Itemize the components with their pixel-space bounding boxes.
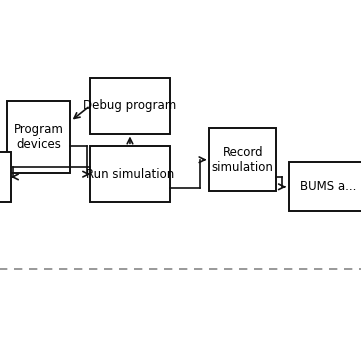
Bar <box>289 162 361 211</box>
Text: Run simulation: Run simulation <box>86 168 174 181</box>
Bar <box>7 101 70 173</box>
Text: Debug program: Debug program <box>83 99 177 112</box>
Bar <box>0 152 11 202</box>
Text: BUMS a...: BUMS a... <box>300 180 357 193</box>
Bar <box>90 146 170 202</box>
Bar <box>209 128 276 191</box>
Text: Record
simulation: Record simulation <box>212 146 274 174</box>
Text: Program
devices: Program devices <box>14 123 64 151</box>
Bar <box>90 78 170 134</box>
